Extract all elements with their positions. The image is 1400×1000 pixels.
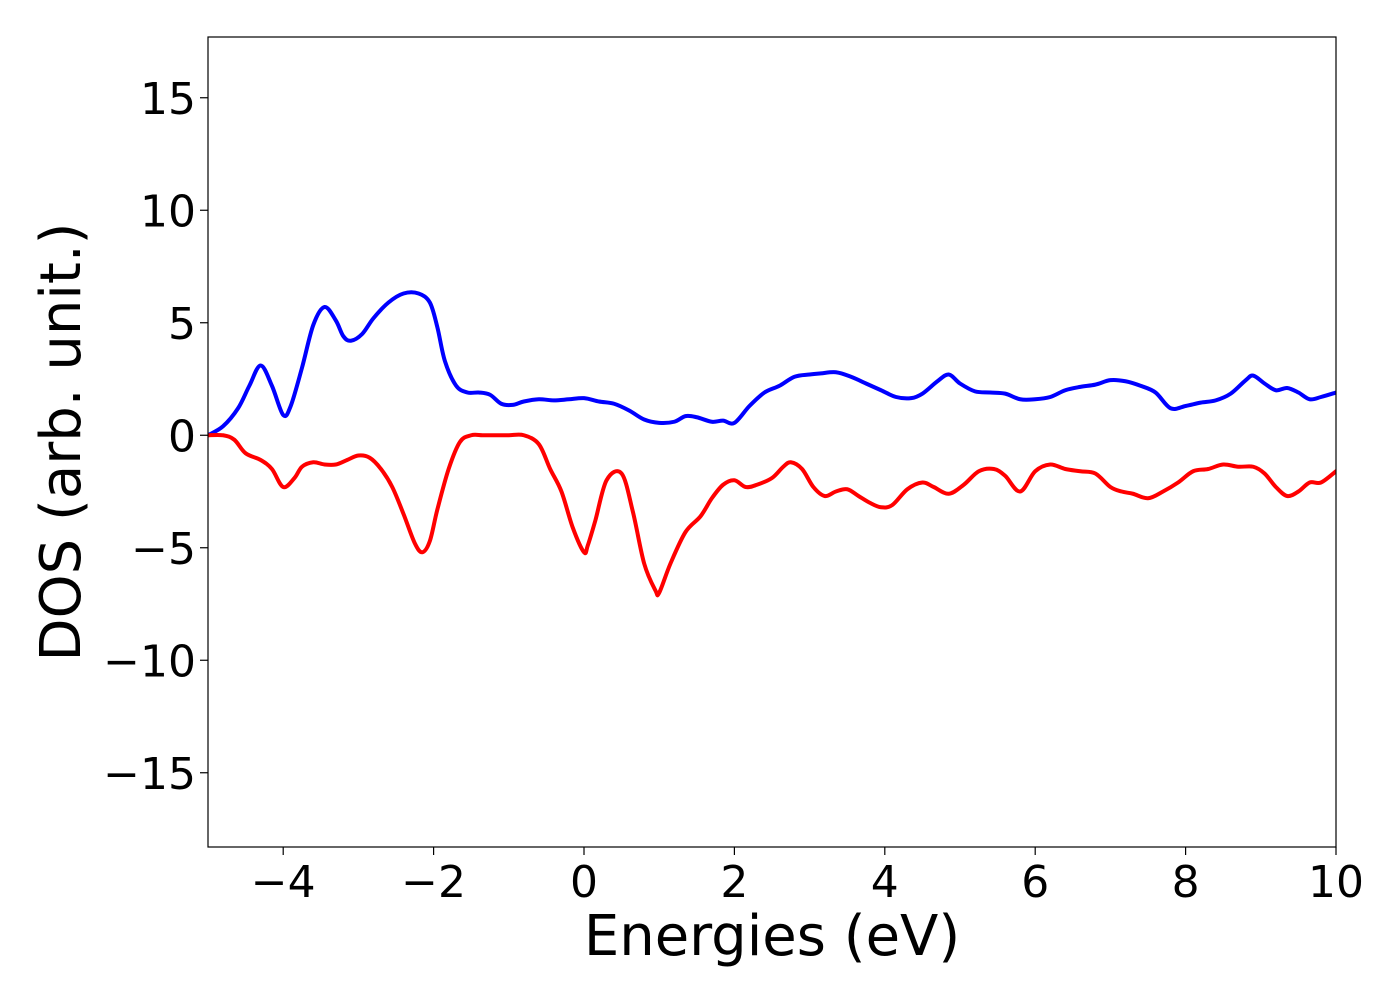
y-tick-label: 10 bbox=[140, 186, 196, 237]
y-tick-label: −10 bbox=[103, 636, 196, 687]
y-tick-label: 0 bbox=[168, 411, 196, 462]
x-tick-label: 10 bbox=[1308, 857, 1364, 908]
y-tick-label: 5 bbox=[168, 299, 196, 350]
y-tick-label: −5 bbox=[131, 524, 196, 575]
y-axis-label: DOS (arb. unit.) bbox=[29, 222, 94, 661]
series-layer bbox=[208, 290, 1336, 598]
plot-frame bbox=[207, 36, 1337, 848]
spin-up-dos-line bbox=[208, 290, 1336, 438]
y-tick-label: −15 bbox=[103, 749, 196, 800]
x-axis-label: Energies (eV) bbox=[584, 904, 960, 969]
x-tick-label: −4 bbox=[251, 857, 316, 908]
x-tick-label: 8 bbox=[1172, 857, 1200, 908]
x-tick-label: 0 bbox=[570, 857, 598, 908]
x-tick-label: 6 bbox=[1021, 857, 1049, 908]
x-axis-ticks: −4 −2 0 2 4 6 8 10 bbox=[251, 847, 1364, 908]
y-tick-label: 15 bbox=[140, 74, 196, 125]
y-axis-ticks: 15 10 5 0 −5 −10 −15 bbox=[103, 74, 208, 800]
spin-down-dos-line bbox=[208, 432, 1336, 598]
x-tick-label: 2 bbox=[720, 857, 748, 908]
x-tick-label: −2 bbox=[401, 857, 466, 908]
x-tick-label: 4 bbox=[871, 857, 899, 908]
